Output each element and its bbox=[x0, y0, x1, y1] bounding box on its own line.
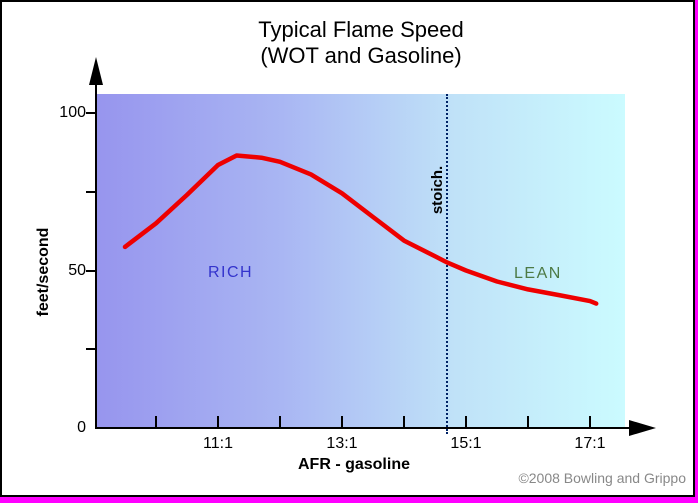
x-tick-mark bbox=[155, 416, 157, 428]
x-tick-mark bbox=[341, 416, 343, 428]
lean-region-label: LEAN bbox=[514, 265, 562, 282]
x-tick-label: 11:1 bbox=[203, 435, 233, 452]
chart-subtitle: (WOT and Gasoline) bbox=[260, 43, 462, 68]
y-axis-line bbox=[95, 70, 97, 429]
y-tick-label: 50 bbox=[68, 261, 86, 279]
chart-title: Typical Flame Speed bbox=[258, 17, 464, 42]
y-tick-mark bbox=[86, 112, 97, 114]
x-tick-mark bbox=[465, 416, 467, 428]
x-tick-mark bbox=[279, 416, 281, 428]
x-tick-label: 13:1 bbox=[326, 435, 358, 452]
y-axis-arrow-icon bbox=[89, 57, 103, 85]
rich-region-label: RICH bbox=[208, 264, 254, 281]
x-tick-mark bbox=[527, 416, 529, 428]
x-tick-mark bbox=[589, 416, 591, 428]
y-tick-label: 0 bbox=[77, 419, 86, 436]
x-axis-title: AFR - gasoline bbox=[297, 456, 410, 473]
y-tick-label: 100 bbox=[59, 104, 86, 121]
x-axis-arrow-icon bbox=[629, 420, 656, 436]
y-tick-mark bbox=[86, 269, 97, 272]
flame-speed-curve bbox=[122, 153, 599, 306]
copyright-text: ©2008 Bowling and Grippo bbox=[518, 470, 686, 486]
title-block: Typical Flame Speed (WOT and Gasoline) bbox=[97, 17, 625, 69]
curve-path bbox=[122, 153, 599, 306]
x-tick-mark bbox=[403, 416, 405, 428]
stoich-label: stoich. bbox=[429, 165, 446, 215]
y-tick-mark bbox=[86, 348, 97, 351]
x-tick-mark bbox=[217, 416, 219, 428]
x-axis-line bbox=[95, 427, 632, 429]
x-tick-label: 17:1 bbox=[574, 435, 606, 452]
plot-area bbox=[97, 94, 625, 428]
x-tick-label: 15:1 bbox=[450, 435, 482, 452]
y-tick-mark bbox=[86, 190, 97, 193]
